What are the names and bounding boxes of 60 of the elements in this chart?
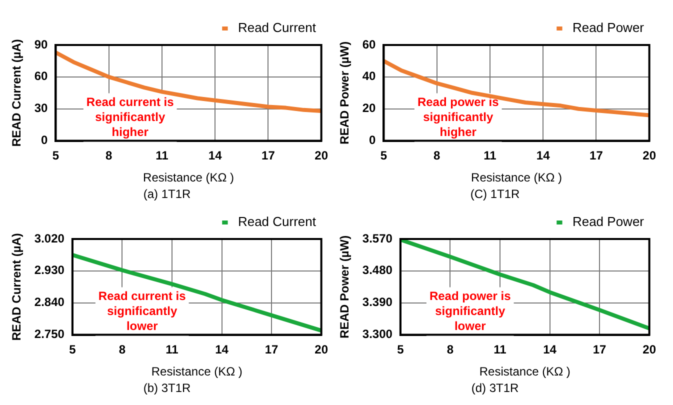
text: (b) 3T1R (143, 381, 192, 396)
x-axis-title: Resistance (KΩ ) (479, 364, 570, 379)
y-tick-label: 2.750 (34, 327, 65, 342)
y-tick-label: 3.480 (362, 263, 393, 278)
x-tick-label: 17 (592, 342, 607, 356)
y-tick-label: 90 (34, 37, 48, 52)
x-tick-label: 5 (52, 148, 60, 162)
y-axis-title: READ Power (µW) (338, 41, 352, 144)
x-tick-label: 17 (262, 148, 276, 162)
x-tick-label: 5 (380, 148, 388, 162)
x-tick-label: 14 (208, 148, 222, 162)
y-axis-title: READ Current (µA) (10, 39, 24, 147)
x-tick-label: 14 (536, 148, 550, 162)
y-tick-label: 2.930 (34, 263, 65, 278)
x-axis-title: Resistance (KΩ ) (143, 170, 234, 185)
legend-label: Read Power (572, 20, 645, 36)
y-tick-label: 40 (362, 69, 376, 84)
x-tick-label: 5 (69, 342, 76, 356)
legend-label: Read Power (572, 214, 645, 230)
y-tick-label: 0 (41, 133, 48, 148)
x-axis-title: Resistance (KΩ ) (471, 170, 562, 185)
y-tick-label: 3.020 (34, 231, 65, 246)
x-tick-label: 20 (642, 342, 656, 356)
text: (C) 1T1R (470, 187, 520, 202)
text: (a) 1T1R (143, 187, 192, 202)
x-tick-label: 20 (314, 342, 328, 356)
y-axis-title: READ Power (µW) (338, 235, 352, 338)
legend-label: Read Current (238, 20, 316, 36)
y-axis-title: READ Current (µA) (10, 233, 24, 341)
y-tick-label: 3.390 (362, 295, 393, 310)
y-tick-label: 3.570 (362, 231, 393, 246)
annotation: Read power is significantly higher (417, 95, 500, 140)
x-tick-label: 20 (314, 148, 328, 162)
x-tick-label: 11 (484, 148, 497, 162)
annotation: Read power is significantly lower (429, 289, 512, 334)
y-tick-label: 3.300 (362, 327, 393, 342)
y-tick-label: 20 (362, 101, 376, 116)
x-tick-label: 8 (446, 342, 454, 356)
x-tick-label: 8 (106, 148, 113, 162)
y-tick-label: 2.840 (34, 295, 65, 310)
x-tick-label: 5 (397, 342, 404, 356)
x-tick-label: 17 (590, 148, 604, 162)
x-tick-label: 11 (494, 342, 507, 356)
x-tick-label: 8 (118, 342, 126, 356)
x-tick-label: 17 (264, 342, 279, 356)
y-tick-label: 30 (34, 101, 48, 116)
x-tick-label: 8 (434, 148, 441, 162)
x-tick-label: 14 (215, 342, 229, 356)
x-axis-title: Resistance (KΩ ) (151, 364, 242, 379)
text: (d) 3T1R (471, 381, 520, 396)
y-tick-label: 60 (34, 69, 48, 84)
annotation: Read current is significantly lower (98, 289, 186, 334)
x-tick-label: 11 (156, 148, 169, 162)
x-tick-label: 14 (543, 342, 557, 356)
x-tick-label: 20 (642, 148, 656, 162)
legend-label: Read Current (238, 214, 316, 230)
y-tick-label: 0 (369, 133, 376, 148)
x-tick-label: 11 (166, 342, 179, 356)
y-tick-label: 60 (362, 37, 376, 52)
annotation: Read current is significantly higher (86, 95, 174, 140)
